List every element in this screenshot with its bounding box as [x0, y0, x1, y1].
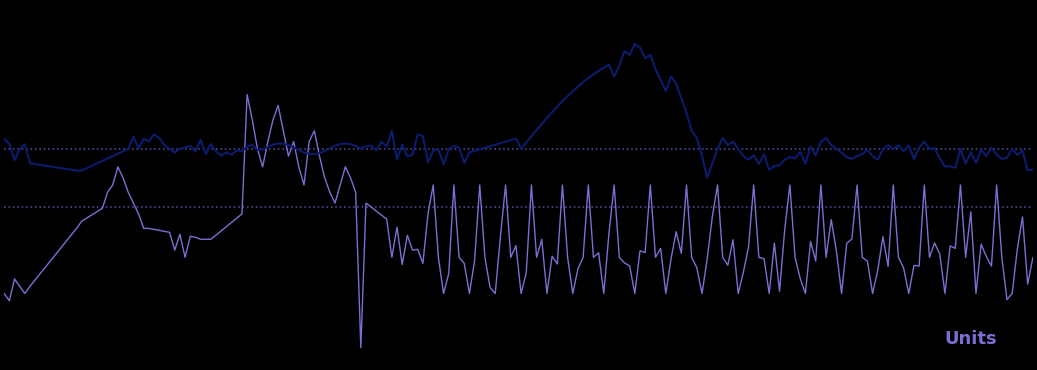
Text: Units: Units — [945, 330, 997, 348]
